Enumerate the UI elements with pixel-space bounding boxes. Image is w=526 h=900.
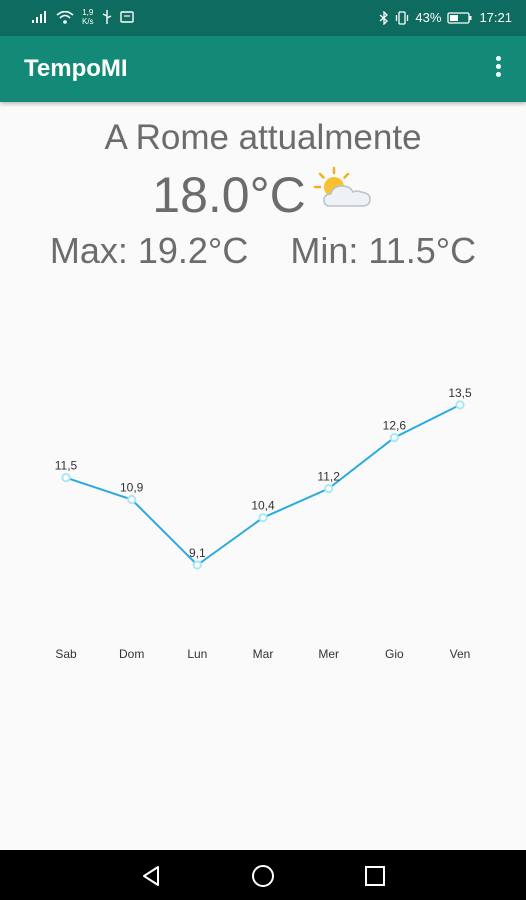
max-value: 19.2°C	[137, 230, 249, 271]
data-label: 11,2	[317, 470, 340, 484]
data-point	[192, 560, 202, 570]
x-tick-label: Sab	[55, 647, 77, 661]
wifi-icon	[56, 10, 74, 24]
clock: 17:21	[479, 10, 512, 25]
data-point	[455, 400, 465, 410]
forecast-chart: 19,220,221,020,721,521,021,311,510,99,11…	[55, 386, 472, 661]
data-point	[389, 433, 399, 443]
bluetooth-icon	[379, 10, 389, 25]
x-tick-label: Mar	[253, 647, 274, 661]
data-point	[324, 483, 334, 494]
x-tick-label: Ven	[450, 647, 471, 661]
network-speed-value: 1,9	[82, 8, 94, 17]
battery-percent: 43%	[415, 10, 442, 25]
min-max-row: Max: 19.2°C Min: 11.5°C	[0, 230, 526, 272]
navigation-bar	[0, 850, 526, 900]
app-bar: TempoMI	[0, 36, 526, 102]
data-point	[258, 513, 268, 523]
x-tick-label: Gio	[385, 647, 404, 661]
menu-dot	[495, 56, 501, 61]
current-temperature: 18.0°C	[152, 167, 306, 223]
max-label: Max:	[49, 230, 128, 271]
min-label: Min:	[290, 230, 359, 271]
recents-icon[interactable]	[362, 863, 388, 889]
status-left: 1,9 K/s	[32, 8, 134, 26]
vibrate-icon	[396, 10, 409, 25]
current-weather: 18.0°C	[0, 166, 526, 224]
signal-icon	[32, 11, 46, 23]
overflow-menu-button[interactable]	[488, 56, 508, 82]
network-speed: 1,9 K/s	[82, 8, 94, 26]
status-bar: 1,9 K/s 43% 17:21	[0, 0, 526, 36]
data-label: 10,4	[251, 499, 275, 513]
partly-sunny-icon	[313, 166, 371, 207]
location-heading: A Rome attualmente	[104, 118, 422, 157]
max-temp: Max: 19.2°C	[50, 230, 249, 272]
data-label: 10,9	[120, 480, 144, 494]
min-temp: Min: 11.5°C	[290, 230, 476, 272]
x-tick-label: Dom	[119, 647, 144, 661]
data-label: 9,1	[189, 546, 206, 560]
app-title: TempoMI	[24, 55, 128, 82]
data-label: 13,5	[448, 386, 472, 400]
back-icon[interactable]	[138, 863, 164, 889]
usb-icon	[102, 10, 111, 24]
data-point	[127, 494, 137, 505]
data-label: 11,5	[55, 459, 78, 473]
x-tick-label: Mer	[318, 647, 339, 661]
min-value: 11.5°C	[368, 230, 477, 271]
network-speed-unit: K/s	[82, 17, 94, 26]
menu-dot	[495, 72, 501, 77]
x-tick-label: Lun	[187, 647, 207, 661]
data-label: 12,6	[383, 419, 407, 433]
notification-icon	[119, 11, 134, 23]
data-point	[61, 473, 71, 483]
home-icon[interactable]	[250, 863, 276, 889]
battery-icon	[447, 11, 472, 24]
status-right: 43% 17:21	[379, 10, 512, 25]
menu-dot	[495, 64, 501, 69]
